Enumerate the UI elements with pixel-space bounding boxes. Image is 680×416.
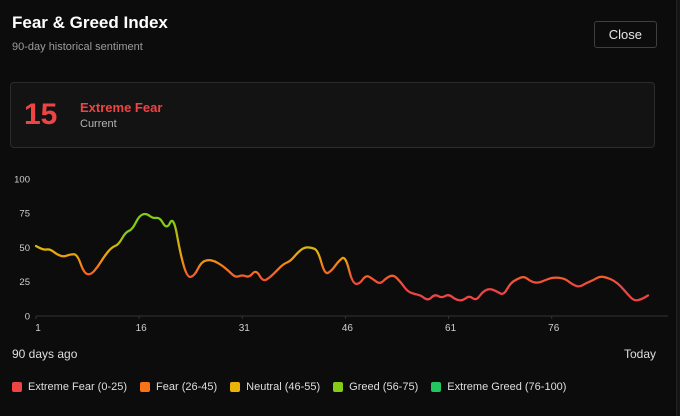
legend-item: Fear (26-45)	[140, 381, 217, 393]
legend-label: Neutral (46-55)	[246, 381, 321, 393]
legend-item: Greed (56-75)	[333, 381, 418, 393]
legend-swatch-icon	[230, 382, 241, 392]
legend-label: Greed (56-75)	[349, 381, 419, 393]
x-axis-tick-label: 76	[548, 323, 560, 334]
legend-label: Fear (26-45)	[156, 381, 218, 393]
legend-swatch-icon	[333, 382, 344, 392]
current-caption: Current	[80, 118, 117, 130]
current-index-value: 15	[24, 98, 58, 131]
y-axis-tick-label: 50	[19, 243, 30, 254]
sentiment-history-chart: 0 25 50 75 100 1 16 31 46 61 76	[0, 165, 680, 340]
sentiment-line-series	[34, 212, 650, 302]
scrollbar[interactable]	[676, 0, 680, 416]
y-axis-tick-label: 75	[19, 209, 30, 220]
current-meta: Extreme Fear Current	[80, 100, 162, 130]
legend-swatch-icon	[140, 382, 151, 392]
y-axis-tick-label: 0	[25, 312, 30, 323]
legend-item: Extreme Fear (0-25)	[12, 381, 127, 393]
current-sentiment-card: 15 Extreme Fear Current	[10, 82, 655, 148]
close-button[interactable]: Close	[593, 21, 657, 48]
legend-swatch-icon	[12, 382, 22, 392]
y-axis-tick-label: 100	[14, 174, 30, 185]
legend-item: Extreme Greed (76-100)	[431, 381, 566, 393]
current-sentiment-label: Extreme Fear	[80, 100, 163, 115]
x-axis-tick-label: 61	[445, 323, 457, 334]
y-axis-tick-label: 25	[19, 277, 30, 288]
x-axis-tick-label: 1	[35, 323, 41, 334]
legend-label: Extreme Greed (76-100)	[447, 381, 567, 393]
range-start-label: 90 days ago	[12, 347, 78, 361]
legend-swatch-icon	[431, 382, 442, 392]
panel-header: Fear & Greed Index 90-day historical sen…	[12, 12, 590, 53]
legend-item: Neutral (46-55)	[230, 381, 320, 393]
x-axis-tick-label: 46	[342, 323, 354, 334]
line-chart-svg: 0 25 50 75 100 1 16 31 46 61 76	[14, 174, 668, 334]
time-range-row: 90 days ago Today	[12, 347, 656, 361]
legend-label: Extreme Fear (0-25)	[28, 381, 128, 393]
page-subtitle: 90-day historical sentiment	[12, 41, 143, 53]
chart-legend: Extreme Fear (0-25) Fear (26-45) Neutral (…	[12, 381, 672, 393]
range-end-label: Today	[623, 347, 656, 361]
page-title: Fear & Greed Index	[12, 13, 168, 32]
x-axis-tick-label: 31	[239, 323, 251, 334]
x-axis-tick-label: 16	[136, 323, 148, 334]
